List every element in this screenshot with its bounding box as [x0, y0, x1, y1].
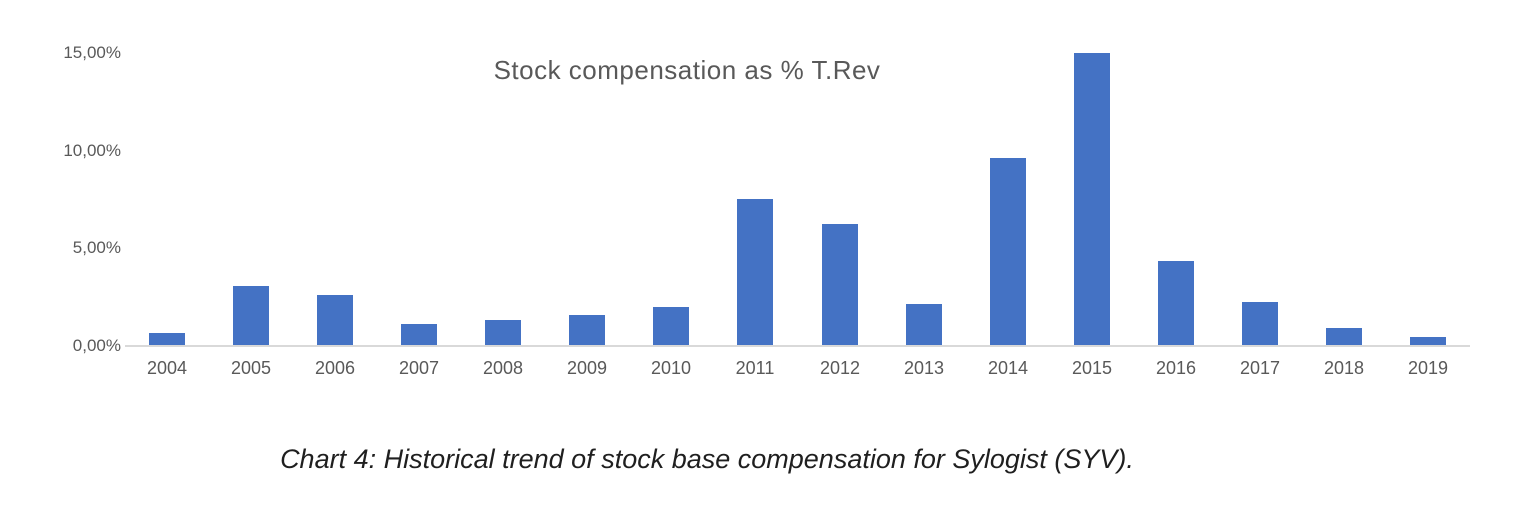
x-axis-label-2011: 2011: [735, 358, 775, 378]
chart-bar-2015: [1074, 53, 1110, 345]
x-axis-label-2016: 2016: [1155, 358, 1197, 378]
chart-bar-2004: [149, 333, 185, 345]
chart-bar-2013: [906, 304, 942, 345]
chart-caption: Chart 4: Historical trend of stock base …: [280, 444, 1134, 474]
x-axis-label-2014: 2014: [987, 358, 1029, 378]
y-axis-tick-label: 0,00%: [72, 336, 121, 355]
x-axis-label-2006: 2006: [314, 358, 356, 378]
x-axis-label-2010: 2010: [650, 358, 692, 378]
x-axis-label-2017: 2017: [1239, 358, 1281, 378]
x-axis-label-2005: 2005: [230, 358, 272, 378]
y-axis-tick-label: 15,00%: [63, 43, 121, 62]
x-axis-label-2012: 2012: [819, 358, 861, 378]
chart-bar-2019: [1410, 337, 1446, 345]
chart-title: Stock compensation as % T.Rev: [493, 55, 881, 85]
x-axis-label-2004: 2004: [146, 358, 188, 378]
chart-bar-2006: [317, 295, 353, 345]
chart-bar-2012: [822, 224, 858, 345]
chart-bar-2009: [569, 315, 605, 345]
chart-bar-2010: [653, 307, 689, 345]
stock-compensation-chart: Stock compensation as % T.Rev 15,00% 10,0…: [63, 43, 1470, 378]
x-axis-label-2018: 2018: [1323, 358, 1365, 378]
plot-area: [125, 52, 1470, 345]
chart-bar-2011: [737, 199, 773, 345]
chart-bar-2008: [485, 320, 521, 345]
x-axis-label-2007: 2007: [398, 358, 440, 378]
chart-bar-2016: [1158, 261, 1194, 345]
chart-bar-2018: [1326, 328, 1362, 345]
y-axis-tick-label: 10,00%: [63, 140, 121, 160]
chart-bar-2017: [1242, 302, 1278, 345]
x-axis-label-2009: 2009: [566, 358, 608, 378]
x-axis-label-2008: 2008: [482, 358, 524, 378]
chart-bar-2014: [990, 158, 1026, 345]
x-axis-label-2015: 2015: [1071, 358, 1113, 378]
chart-bar-2007: [401, 324, 437, 345]
y-axis-tick-label: 5,00%: [72, 238, 121, 258]
x-axis-label-2019: 2019: [1407, 358, 1449, 378]
x-axis-label-2013: 2013: [903, 358, 945, 378]
chart-bar-2005: [233, 286, 269, 345]
x-axis-line: [125, 345, 1470, 347]
